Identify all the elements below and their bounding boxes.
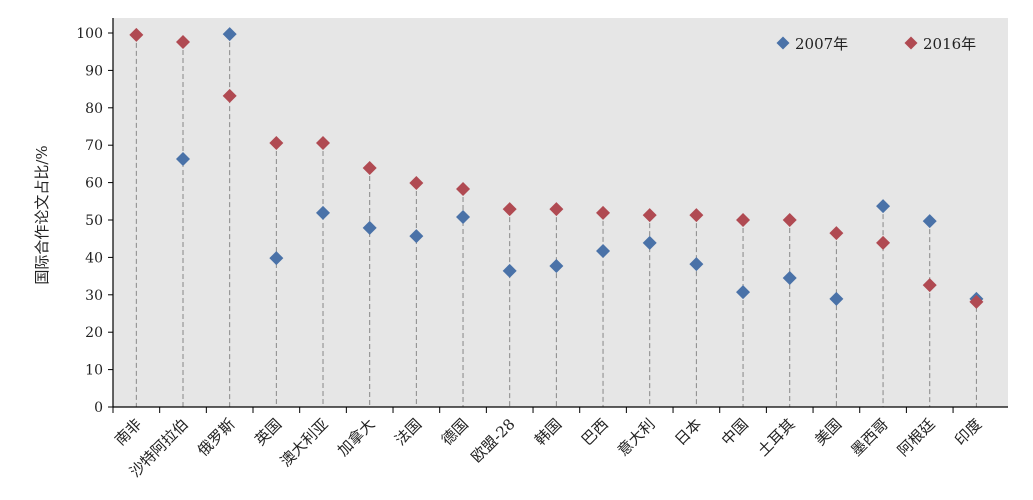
data-point-2016年 [456,181,471,196]
x-tick-label: 德国 [438,415,472,449]
legend-marker [776,36,790,50]
data-point-2007年 [549,259,564,274]
y-tick-label: 100 [76,26,103,42]
data-point-2016年 [922,278,937,293]
y-tick-label: 50 [85,213,103,229]
data-point-2016年 [969,294,984,309]
x-tick-label: 英国 [251,415,285,449]
data-point-2016年 [689,208,704,223]
data-point-2007年 [596,244,611,259]
data-point-2016年 [409,175,424,190]
data-point-2016年 [876,235,891,250]
data-point-2007年 [176,152,191,167]
x-tick-label: 南非 [111,415,145,449]
x-tick-label: 中国 [718,415,752,449]
y-tick-label: 0 [94,400,103,416]
x-tick-label: 土耳其 [754,415,799,460]
x-tick-label: 阿根廷 [894,415,939,460]
y-tick-label: 10 [85,363,103,379]
y-tick-label: 40 [85,250,103,266]
data-point-2016年 [736,213,751,227]
data-point-2007年 [782,270,797,285]
data-point-2007年 [922,214,937,229]
y-tick-label: 30 [85,288,103,304]
x-tick-label: 法国 [391,415,425,449]
data-point-2016年 [222,88,237,103]
x-tick-label: 巴西 [578,415,612,449]
y-tick-label: 20 [85,325,103,341]
data-point-2007年 [736,285,751,300]
data-point-2016年 [176,34,191,49]
data-point-2007年 [269,251,284,266]
x-tick-label: 澳大利亚 [277,415,332,470]
y-tick-label: 60 [85,176,103,192]
data-point-2007年 [829,291,844,306]
x-tick-label: 美国 [811,415,845,449]
data-point-2016年 [782,213,797,227]
y-tick-label: 90 [85,63,103,79]
data-point-2007年 [409,229,424,244]
x-tick-label: 印度 [951,415,985,449]
legend-marker [904,36,918,50]
data-point-2007年 [222,27,237,42]
x-tick-label: 意大利 [614,415,659,460]
y-tick-label: 80 [85,101,103,117]
legend-label: 2007年 [795,35,848,53]
data-point-2007年 [362,220,377,235]
data-point-2007年 [876,199,891,214]
y-axis-label: 国际合作论文占比/% [33,145,51,284]
data-point-2016年 [549,202,564,217]
data-point-2016年 [829,226,844,241]
data-point-2016年 [129,27,144,42]
x-tick-label: 欧盟-28 [468,415,519,466]
data-point-2007年 [689,257,704,272]
x-tick-label: 日本 [671,415,705,449]
data-point-2016年 [362,161,377,176]
data-point-2007年 [642,235,657,250]
data-point-2007年 [456,210,471,225]
x-tick-label: 加拿大 [334,415,379,460]
x-tick-label: 俄罗斯 [194,415,239,460]
y-tick-label: 70 [85,138,103,154]
data-point-2007年 [502,263,517,278]
legend-label: 2016年 [923,35,976,53]
data-point-2016年 [642,208,657,223]
data-point-2016年 [316,135,331,150]
data-point-2007年 [316,205,331,220]
data-point-2016年 [596,205,611,220]
x-tick-label: 墨西哥 [847,415,892,460]
plot-background [113,18,1008,407]
data-point-2016年 [269,135,284,150]
data-point-2016年 [502,202,517,217]
x-tick-label: 韩国 [531,415,565,449]
